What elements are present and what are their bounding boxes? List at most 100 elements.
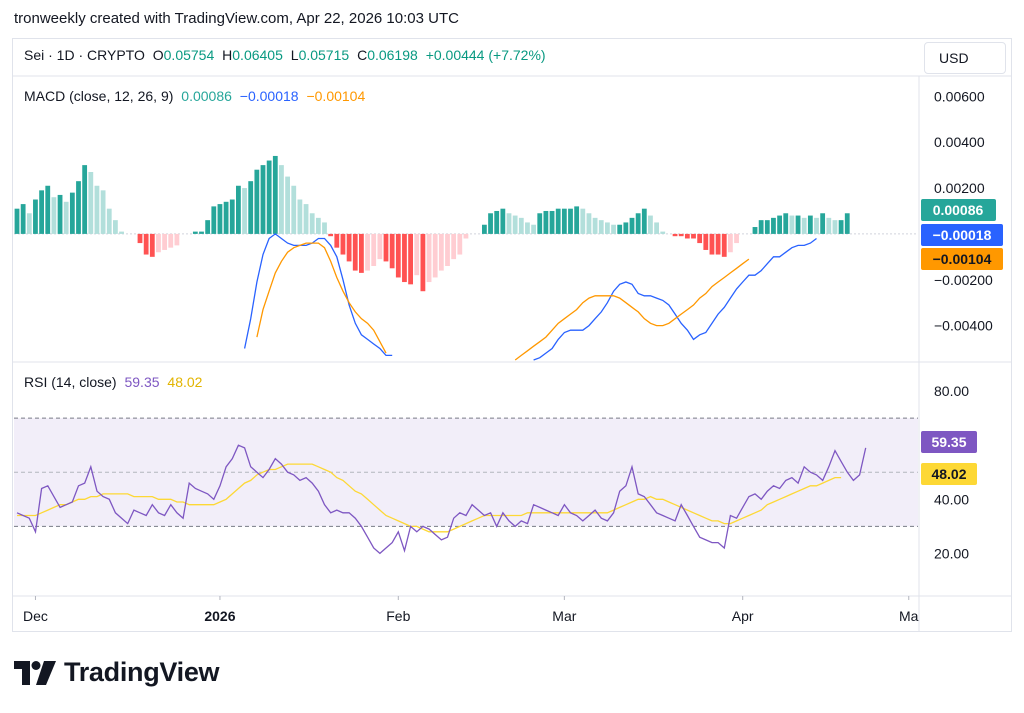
histogram-bar xyxy=(82,165,88,234)
histogram-bar xyxy=(838,220,844,234)
rsi-price-axis[interactable]: 80.00 40.00 20.00 xyxy=(934,383,969,561)
histogram-bar xyxy=(580,208,586,234)
rsi-axis-tick-label: 40.00 xyxy=(934,491,969,507)
histogram-bar xyxy=(149,233,155,257)
close-value: 0.06198 xyxy=(367,47,418,63)
histogram-bar xyxy=(758,220,764,234)
histogram-bar xyxy=(260,165,266,234)
macd-axis-tick-label: 0.00600 xyxy=(934,88,985,104)
histogram-bar xyxy=(174,233,180,246)
histogram-bar xyxy=(783,213,789,234)
hist-value-tag: 0.00086 xyxy=(921,199,996,221)
histogram-bar xyxy=(365,233,370,271)
histogram-bar xyxy=(14,208,20,234)
histogram-bar xyxy=(291,185,297,234)
rsi-line xyxy=(16,444,867,555)
histogram-bar xyxy=(777,215,782,234)
svg-text:59.35: 59.35 xyxy=(931,434,966,450)
histogram-bar xyxy=(162,233,167,250)
histogram-bar xyxy=(100,190,106,234)
histogram-bar xyxy=(537,213,543,234)
macd-line-value: −0.00018 xyxy=(239,88,299,104)
histogram-bar xyxy=(389,233,395,269)
histogram-bar xyxy=(611,224,616,234)
histogram-bar xyxy=(229,199,235,234)
time-axis-tick-label: Ma xyxy=(899,608,919,624)
rsi-axis-tick-label: 20.00 xyxy=(934,545,969,561)
macd-axis-tick-label: 0.00400 xyxy=(934,134,985,150)
histogram-bar xyxy=(211,206,217,234)
svg-text:−0.00104: −0.00104 xyxy=(933,251,992,267)
histogram-bar xyxy=(617,224,623,234)
histogram-bar xyxy=(678,233,684,237)
macd-label[interactable]: MACD (close, 12, 26, 9) xyxy=(24,88,174,104)
histogram-bar xyxy=(672,233,678,237)
symbol-legend: Sei · 1D · CRYPTO O0.05754 H0.06405 L0.0… xyxy=(24,47,550,63)
histogram-bar xyxy=(771,217,776,234)
tradingview-logo[interactable]: TradingView xyxy=(14,657,220,688)
histogram-bar xyxy=(279,165,284,234)
histogram-bar xyxy=(57,194,63,234)
histogram-bar xyxy=(734,233,739,244)
histogram-bar xyxy=(598,220,604,234)
open-label: O xyxy=(152,47,164,63)
rsi-label[interactable]: RSI (14, close) xyxy=(24,374,117,390)
histogram-bar xyxy=(764,220,770,234)
histogram-bar xyxy=(451,233,457,260)
attribution-text: tronweekly created with TradingView.com,… xyxy=(14,10,459,27)
rsi-ma-line xyxy=(17,463,842,533)
histogram-bar xyxy=(297,199,303,234)
histogram-bar xyxy=(623,222,629,234)
histogram-bar xyxy=(660,231,666,234)
histogram-bar xyxy=(463,233,469,239)
histogram-bar xyxy=(721,233,727,257)
svg-text:48.02: 48.02 xyxy=(931,466,966,482)
histogram-bar xyxy=(648,215,653,234)
histogram-bar xyxy=(512,215,518,234)
histogram-bar xyxy=(254,169,260,234)
histogram-bar xyxy=(586,213,592,234)
tradingview-logo-text: TradingView xyxy=(64,657,220,687)
macd-axis-tick-label: −0.00200 xyxy=(934,272,993,288)
low-label: L xyxy=(290,47,299,63)
histogram-bar xyxy=(371,233,377,266)
low-value: 0.05715 xyxy=(298,47,350,63)
histogram-bar xyxy=(328,233,334,237)
macd-axis-tick-label: 0.00200 xyxy=(934,180,985,196)
histogram-bar xyxy=(844,213,850,234)
histogram-bar xyxy=(199,231,204,234)
open-value: 0.05754 xyxy=(163,47,215,63)
symbol-name[interactable]: Sei · 1D · CRYPTO xyxy=(24,47,145,63)
histogram-bar xyxy=(531,224,536,234)
macd-hist-value: 0.00086 xyxy=(181,88,232,104)
histogram-bar xyxy=(500,208,506,234)
macd-value-tag: −0.00018 xyxy=(921,224,1003,246)
histogram-bar xyxy=(445,233,450,266)
high-value: 0.06405 xyxy=(232,47,283,63)
histogram-bar xyxy=(438,233,444,271)
histogram-bar xyxy=(561,208,567,234)
histogram-bar xyxy=(322,222,327,234)
histogram-bar xyxy=(635,213,641,234)
change-value: +0.00444 (+7.72%) xyxy=(425,47,546,63)
histogram-bar xyxy=(543,210,549,234)
histogram-bar xyxy=(285,176,290,234)
histogram-bar xyxy=(315,217,321,234)
macd-price-axis[interactable]: 0.00600 0.00400 0.00200 −0.00200 −0.00400 xyxy=(934,88,993,333)
histogram-bar xyxy=(137,233,143,244)
histogram-bar xyxy=(525,222,530,234)
histogram-bar xyxy=(826,217,832,234)
macd-histogram xyxy=(14,155,850,292)
histogram-bar xyxy=(549,210,555,234)
signal-value-tag: −0.00104 xyxy=(921,248,1003,270)
histogram-bar xyxy=(113,220,118,234)
currency-button[interactable]: USD xyxy=(924,42,1006,74)
time-axis[interactable]: Dec 2026 Feb Mar Apr Ma xyxy=(23,596,919,624)
rsi-axis-tick-label: 80.00 xyxy=(934,383,969,399)
histogram-bar xyxy=(236,185,241,234)
histogram-bar xyxy=(346,233,352,262)
histogram-bar xyxy=(715,233,721,255)
time-axis-tick-label: 2026 xyxy=(204,608,235,624)
histogram-bar xyxy=(309,213,315,234)
